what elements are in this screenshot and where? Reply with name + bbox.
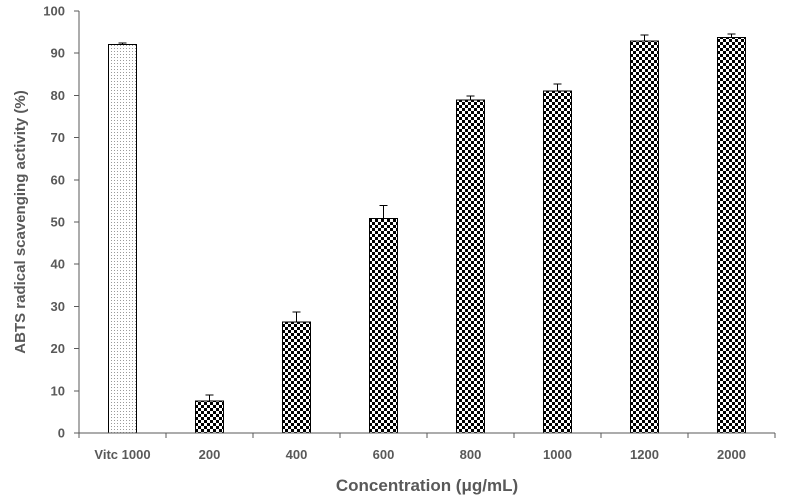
y-tick-label-70: 70 [51,130,65,145]
y-axis-title: ABTS radical scavenging activity (%) [12,90,29,353]
x-tick-label-600: 600 [373,447,395,462]
x-tick-label-400: 400 [286,447,308,462]
error-bar-600 [379,205,388,219]
error-bar-400 [292,311,301,322]
error-bar-vitc-1000 [118,42,127,45]
x-tick-label-1200: 1200 [630,447,659,462]
y-axis: 0 10 20 30 40 50 60 70 80 90 100 [43,4,80,441]
bar-400 [282,321,311,434]
bar-800 [456,99,485,434]
y-tick-label-100: 100 [43,4,65,19]
x-tick-label-200: 200 [199,447,221,462]
y-tick-label-90: 90 [51,46,65,61]
x-axis-title: Concentration (μg/mL) [336,476,518,495]
bar-2000 [717,37,746,434]
bar-1000 [543,90,572,434]
bar-vitc-1000 [108,43,137,434]
error-bar-200 [205,394,214,401]
x-axis: Vitc 1000 200 400 600 800 1000 1200 2000 [78,432,776,462]
y-tick-label-20: 20 [51,341,65,356]
y-tick-label-60: 60 [51,172,65,187]
x-tick-label-1000: 1000 [543,447,572,462]
bar-200 [195,400,224,434]
y-tick-label-0: 0 [58,426,65,441]
plot-area: 0 10 20 30 40 50 60 70 80 90 100 Vitc 1000 200 400 60… [43,4,776,462]
bar-600 [369,218,398,434]
error-bars-group [118,33,736,401]
y-tick-label-80: 80 [51,88,65,103]
error-bar-2000 [727,33,736,38]
x-tick-label-800: 800 [460,447,482,462]
x-tick-label-vitc-1000: Vitc 1000 [94,447,150,462]
bars-group [108,37,746,434]
y-tick-label-10: 10 [51,383,65,398]
y-tick-label-40: 40 [51,257,65,272]
y-tick-label-50: 50 [51,215,65,230]
x-tick-label-2000: 2000 [717,447,746,462]
y-tick-label-30: 30 [51,299,65,314]
error-bar-1200 [640,34,649,41]
error-bar-1000 [553,83,562,92]
bar-1200 [630,40,659,434]
error-bar-800 [466,95,475,100]
